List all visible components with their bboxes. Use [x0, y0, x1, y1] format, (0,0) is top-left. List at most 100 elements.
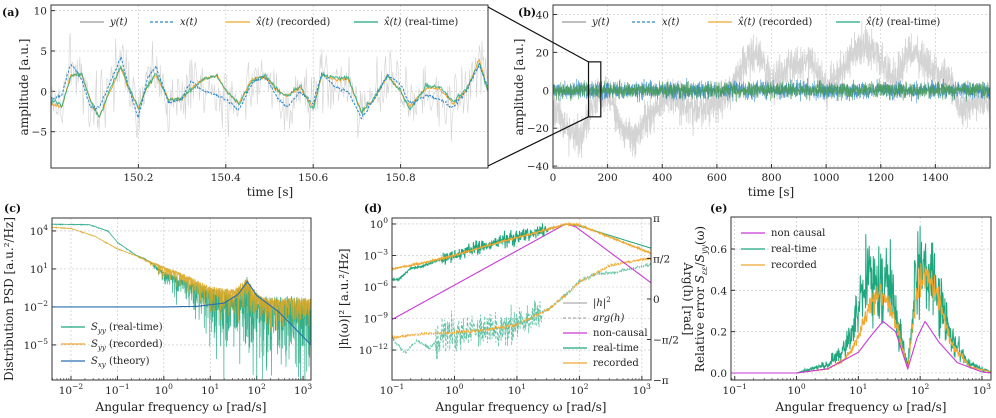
c-legend-item: Sxy (theory) [61, 356, 150, 369]
tick-base: 10 [911, 385, 924, 397]
b-xtick-label: 1200 [867, 172, 894, 184]
a-legend-label: y(t) [109, 17, 128, 28]
d-ylabel-right: Arg(h) [rad] [681, 262, 695, 336]
d-ytick-right-label: −π/2 [653, 335, 679, 347]
e-ytick-label: 0.4 [710, 285, 727, 297]
a-xlabel: time [s] [247, 185, 293, 199]
tick-exponent: 3 [986, 382, 991, 391]
tick-base: 10 [570, 385, 583, 397]
b-legend-label: x̂(t) (real-time) [866, 17, 940, 28]
b-xtick-label: 1400 [922, 172, 949, 184]
tick-base: 10 [24, 340, 37, 352]
d-ytick-right-label: 0 [653, 294, 660, 306]
legend-math: x̂(t) [738, 17, 756, 28]
tick-exponent: −3 [377, 247, 388, 256]
legend-math: arg(h) [593, 313, 624, 324]
d-legend-label: recorded [593, 358, 639, 369]
d-ytick-label: 100 [370, 216, 388, 231]
a-ytick-label: 5 [40, 46, 47, 58]
tick-base: 10 [364, 282, 377, 294]
legend-text: (recorded) [273, 17, 330, 28]
b-xlabel: time [s] [748, 185, 794, 199]
d-xtick-label: 10−1 [380, 382, 404, 397]
legend-text: (real-time) [883, 17, 940, 28]
legend-math: x(t) [662, 17, 680, 28]
c-legend-item: Syy (real-time) [61, 322, 163, 335]
e-ylabel-s1: S [693, 275, 707, 283]
d-xtick-label: 100 [445, 382, 463, 397]
c-xlabel: Angular frequency ω [rad/s] [95, 400, 267, 414]
tick-exponent: −2 [37, 299, 48, 308]
e-plot-area [731, 226, 991, 374]
e-legend-item: non causal [741, 228, 825, 239]
d-ytick-label: 10−6 [364, 279, 389, 294]
legend-math: x̂(t) [256, 17, 274, 28]
d-legend-item: non-causal [563, 328, 648, 339]
d-axes-frame [391, 217, 652, 381]
legend-math: |h| [593, 298, 606, 309]
d-legend-item: |h|2 [563, 296, 611, 309]
a-xtick-label: 150.8 [386, 172, 416, 184]
tick-base: 10 [508, 385, 521, 397]
c-xtick-label: 103 [294, 382, 312, 397]
legend-math: S [91, 339, 98, 350]
panel-label-b: (b) [518, 6, 536, 19]
d-xtick-label: 102 [570, 382, 588, 397]
legend-math: y(t) [109, 17, 128, 28]
tick-base: 10 [248, 385, 261, 397]
c-legend: Syy (real-time) Syy (recorded) Sxy (theory… [61, 322, 163, 369]
tick-base: 10 [294, 385, 307, 397]
panel-label-d: (d) [364, 202, 382, 215]
legend-text: (theory) [109, 356, 150, 367]
c-legend-item: Syy (recorded) [61, 339, 163, 352]
c-series-sxy-theory [52, 280, 311, 346]
d-legend: |h|2 arg(h) non-causal real-time recorded [563, 296, 648, 369]
a-legend-label: x(t) [180, 17, 198, 28]
d-axes: 10−1 100 101 102 10310−1210−910−610−3100−π−π… [359, 213, 679, 397]
a-legend-label: x̂(t) (real-time) [384, 17, 458, 28]
e-ylabel-sub1: εε [700, 266, 709, 275]
d-ytick-label: 10−9 [364, 311, 389, 326]
tick-exponent: 4 [43, 223, 48, 232]
tick-exponent: −6 [377, 279, 388, 288]
tick-exponent: 3 [307, 382, 312, 391]
e-legend-item: recorded [741, 260, 817, 271]
d-ytick-label: 10−3 [364, 247, 389, 262]
d-legend-item: real-time [563, 343, 639, 354]
e-legend-label: non causal [771, 228, 825, 239]
b-plot-area [553, 20, 990, 158]
b-legend-label: x(t) [662, 17, 680, 28]
tick-base: 10 [30, 226, 43, 238]
c-plot-area [52, 223, 311, 380]
tick-base: 10 [849, 385, 862, 397]
legend-math: x(t) [180, 17, 198, 28]
tick-exponent: 0 [801, 382, 806, 391]
c-legend-label: Syy (real-time) [91, 322, 163, 335]
e-xlabel: Angular frequency ω [rad/s] [775, 400, 947, 414]
e-ytick-label: 0.2 [710, 327, 727, 339]
a-legend-item: x̂(t) (recorded) [226, 17, 330, 28]
a-legend-item: x(t) [150, 17, 198, 28]
legend-math: x̂(t) [866, 17, 884, 28]
tick-base: 10 [155, 385, 168, 397]
e-legend-label: real-time [771, 244, 817, 255]
b-axes: 0 200 400 600 800 1000 1200 1400 −40 −20 0 20 40 y(t)… [527, 4, 991, 184]
tick-exponent: 2 [261, 382, 266, 391]
legend-text: recorded [593, 358, 639, 369]
legend-math: y(t) [591, 17, 610, 28]
c-xtick-label: 102 [248, 382, 266, 397]
a-series-y [51, 32, 488, 142]
d-grid [391, 218, 651, 380]
tick-exponent: −9 [377, 311, 388, 320]
e-xtick-label: 10−1 [723, 382, 747, 397]
legend-math: x̂(t) [384, 17, 402, 28]
legend-subscript: yy [97, 344, 107, 352]
legend-text: recorded [771, 260, 817, 271]
a-series-x-hat-realtime [51, 62, 488, 119]
b-legend-item: x̂(t) (real-time) [836, 17, 940, 28]
d-ytick-label: 10−12 [359, 342, 388, 357]
tick-exponent: 0 [168, 382, 173, 391]
tick-base: 10 [201, 385, 214, 397]
tick-exponent: −1 [119, 382, 130, 391]
